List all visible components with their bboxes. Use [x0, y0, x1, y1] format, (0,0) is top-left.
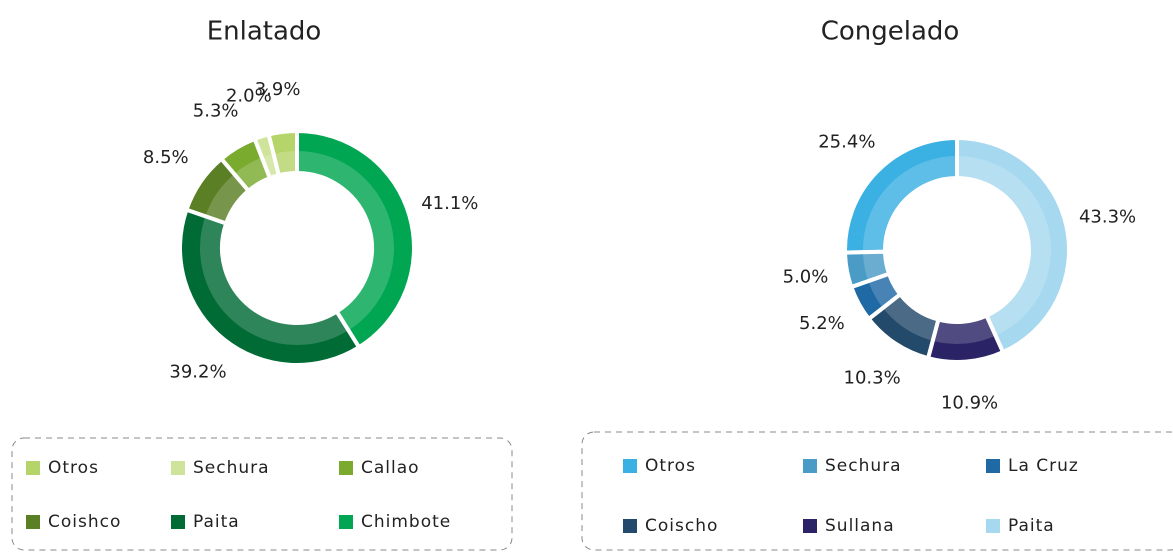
inner-shade	[200, 151, 394, 345]
legend-swatch	[986, 519, 1000, 533]
value-label: 3.9%	[255, 79, 301, 100]
legend-label: Coishco	[48, 512, 121, 532]
legend-swatch	[26, 515, 40, 529]
legend-label: Otros	[645, 456, 696, 476]
legend-swatch	[26, 461, 40, 475]
value-label: 25.4%	[818, 131, 875, 152]
legend-swatch	[623, 519, 637, 533]
value-label: 5.2%	[799, 313, 845, 334]
slice	[955, 135, 1071, 355]
legend-box	[11, 437, 513, 551]
value-label: 5.0%	[783, 267, 829, 288]
value-label: 2.0%	[226, 85, 272, 106]
legend-label: Sechura	[825, 456, 902, 476]
legend-label: Coischo	[645, 516, 718, 536]
slice	[178, 207, 362, 367]
value-label: 5.3%	[193, 100, 239, 121]
legend-label: Chimbote	[361, 512, 451, 532]
value-label: 39.2%	[169, 361, 226, 382]
legend-swatch	[171, 515, 185, 529]
chart-title: Congelado	[821, 17, 960, 47]
value-label: 41.1%	[421, 193, 478, 214]
legend-box	[581, 431, 1173, 551]
legend-swatch	[986, 459, 1000, 473]
value-label: 10.9%	[941, 392, 998, 413]
legend-label: La Cruz	[1008, 456, 1079, 476]
legend-label: Otros	[48, 458, 99, 478]
legend-swatch	[623, 459, 637, 473]
legend-label: Callao	[361, 458, 420, 478]
slice	[295, 128, 416, 350]
legend-swatch	[339, 515, 353, 529]
legend-label: Sullana	[825, 516, 895, 536]
legend-label: Paita	[193, 512, 240, 532]
legend-swatch	[803, 519, 817, 533]
chart-title: Enlatado	[207, 17, 322, 47]
legend-swatch	[171, 461, 185, 475]
inner-shade	[863, 156, 1051, 344]
legend-swatch	[339, 461, 353, 475]
legend-label: Paita	[1008, 516, 1055, 536]
legend-label: Sechura	[193, 458, 270, 478]
value-label: 10.3%	[844, 367, 901, 388]
value-label: 8.5%	[143, 147, 189, 168]
legend-swatch	[803, 459, 817, 473]
value-label: 43.3%	[1079, 207, 1136, 228]
